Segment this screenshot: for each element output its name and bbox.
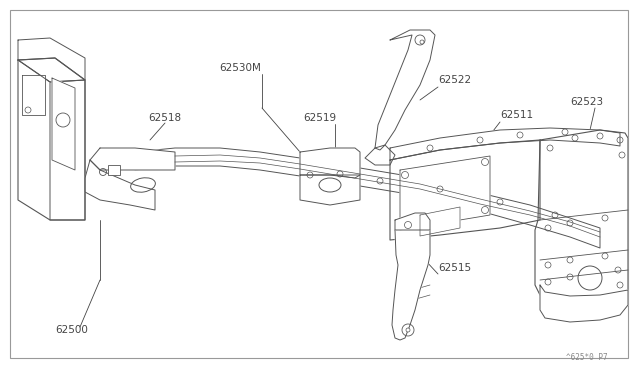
Polygon shape — [135, 148, 600, 248]
Polygon shape — [18, 38, 85, 82]
Circle shape — [406, 328, 410, 332]
Polygon shape — [52, 78, 75, 170]
Circle shape — [420, 40, 424, 44]
Polygon shape — [535, 130, 628, 300]
Text: 62511: 62511 — [500, 110, 533, 120]
Polygon shape — [22, 75, 45, 115]
Bar — [108, 165, 120, 175]
Polygon shape — [50, 80, 85, 220]
Polygon shape — [420, 207, 460, 236]
Text: 62522: 62522 — [438, 75, 471, 85]
Polygon shape — [18, 58, 85, 220]
Polygon shape — [300, 148, 360, 178]
Polygon shape — [18, 58, 85, 82]
Text: 62523: 62523 — [570, 97, 603, 107]
Polygon shape — [90, 148, 175, 170]
Text: 62518: 62518 — [148, 113, 181, 123]
Text: ^625*0 P7: ^625*0 P7 — [566, 353, 608, 362]
Polygon shape — [390, 128, 620, 160]
Polygon shape — [375, 30, 435, 150]
Polygon shape — [392, 223, 430, 340]
Polygon shape — [365, 145, 395, 165]
Text: 62515: 62515 — [438, 263, 471, 273]
Text: 62530M: 62530M — [219, 63, 261, 73]
Polygon shape — [540, 285, 628, 322]
Polygon shape — [85, 160, 155, 210]
Text: 62500: 62500 — [55, 325, 88, 335]
Polygon shape — [390, 140, 540, 240]
Polygon shape — [300, 175, 360, 205]
Polygon shape — [400, 156, 490, 230]
Text: 62519: 62519 — [303, 113, 337, 123]
Polygon shape — [395, 213, 430, 230]
